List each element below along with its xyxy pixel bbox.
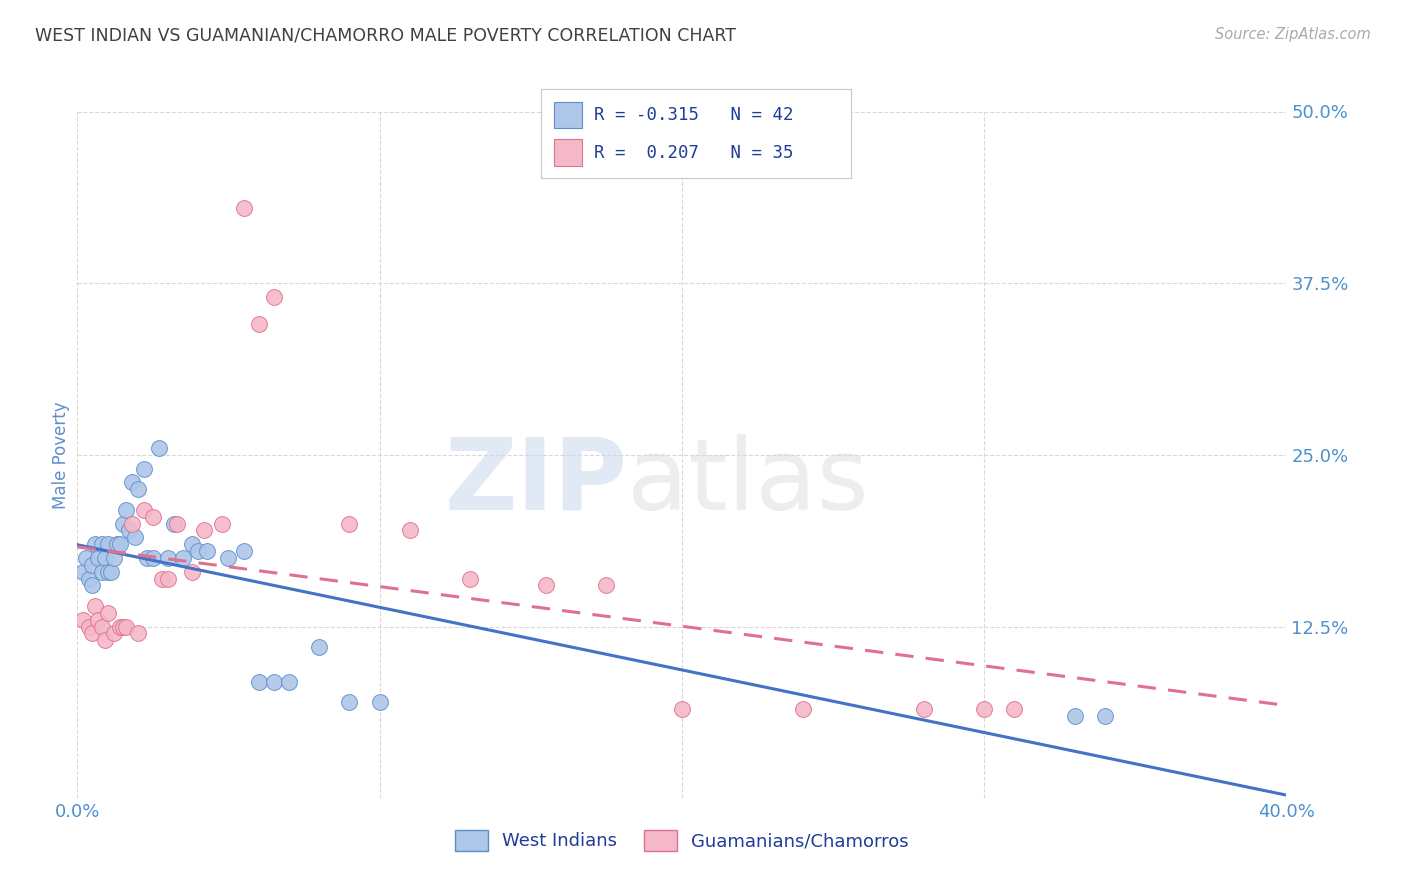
Point	[263, 674, 285, 689]
Text: Source: ZipAtlas.com: Source: ZipAtlas.com	[1215, 27, 1371, 42]
Point	[72, 565, 94, 579]
Point	[93, 551, 115, 566]
Point	[90, 619, 112, 633]
Point	[368, 695, 391, 709]
Point	[127, 482, 149, 496]
Point	[96, 606, 118, 620]
Point	[218, 551, 240, 566]
Point	[132, 503, 155, 517]
Text: R = -0.315   N = 42: R = -0.315 N = 42	[593, 106, 793, 124]
Point	[148, 441, 170, 455]
Point	[103, 626, 125, 640]
Legend: West Indians, Guamanians/Chamorros: West Indians, Guamanians/Chamorros	[449, 822, 915, 858]
Point	[1004, 702, 1026, 716]
Point	[87, 551, 110, 566]
Point	[84, 537, 107, 551]
Point	[172, 551, 194, 566]
Text: WEST INDIAN VS GUAMANIAN/CHAMORRO MALE POVERTY CORRELATION CHART: WEST INDIAN VS GUAMANIAN/CHAMORRO MALE P…	[35, 27, 737, 45]
Point	[100, 565, 122, 579]
Point	[75, 551, 97, 566]
Point	[232, 201, 254, 215]
Point	[973, 702, 995, 716]
Point	[96, 565, 118, 579]
Point	[163, 516, 186, 531]
Point	[84, 599, 107, 613]
Point	[142, 509, 165, 524]
Point	[108, 537, 131, 551]
Point	[79, 572, 101, 586]
Point	[82, 578, 104, 592]
Point	[166, 516, 188, 531]
Point	[105, 537, 128, 551]
Point	[792, 702, 814, 716]
Point	[118, 524, 141, 538]
Point	[595, 578, 617, 592]
Point	[82, 558, 104, 572]
Point	[90, 537, 112, 551]
Point	[534, 578, 557, 592]
Point	[79, 619, 101, 633]
Point	[142, 551, 165, 566]
Point	[181, 537, 204, 551]
Point	[308, 640, 330, 655]
Point	[211, 516, 233, 531]
Point	[121, 516, 143, 531]
Point	[247, 674, 270, 689]
Point	[114, 503, 136, 517]
Point	[187, 544, 209, 558]
Point	[337, 695, 360, 709]
Point	[458, 572, 481, 586]
Point	[232, 544, 254, 558]
Y-axis label: Male Poverty: Male Poverty	[52, 401, 70, 508]
FancyBboxPatch shape	[554, 102, 582, 128]
FancyBboxPatch shape	[554, 139, 582, 166]
Point	[111, 516, 134, 531]
Text: atlas: atlas	[627, 434, 869, 531]
Point	[157, 572, 180, 586]
Point	[90, 565, 112, 579]
Point	[337, 516, 360, 531]
Text: ZIP: ZIP	[444, 434, 627, 531]
Point	[247, 318, 270, 332]
Point	[111, 619, 134, 633]
Point	[1094, 709, 1116, 723]
Point	[82, 626, 104, 640]
Point	[132, 461, 155, 475]
Point	[399, 524, 422, 538]
Point	[93, 633, 115, 648]
Point	[72, 613, 94, 627]
Point	[124, 530, 146, 544]
Point	[263, 290, 285, 304]
Text: R =  0.207   N = 35: R = 0.207 N = 35	[593, 144, 793, 161]
Point	[157, 551, 180, 566]
Point	[135, 551, 157, 566]
Point	[127, 626, 149, 640]
Point	[108, 619, 131, 633]
Point	[114, 619, 136, 633]
Point	[150, 572, 173, 586]
Point	[121, 475, 143, 490]
Point	[671, 702, 693, 716]
Point	[1064, 709, 1087, 723]
Point	[193, 524, 215, 538]
Point	[181, 565, 204, 579]
Point	[103, 551, 125, 566]
Point	[96, 537, 118, 551]
Point	[278, 674, 301, 689]
Point	[87, 613, 110, 627]
Point	[912, 702, 935, 716]
Point	[195, 544, 218, 558]
